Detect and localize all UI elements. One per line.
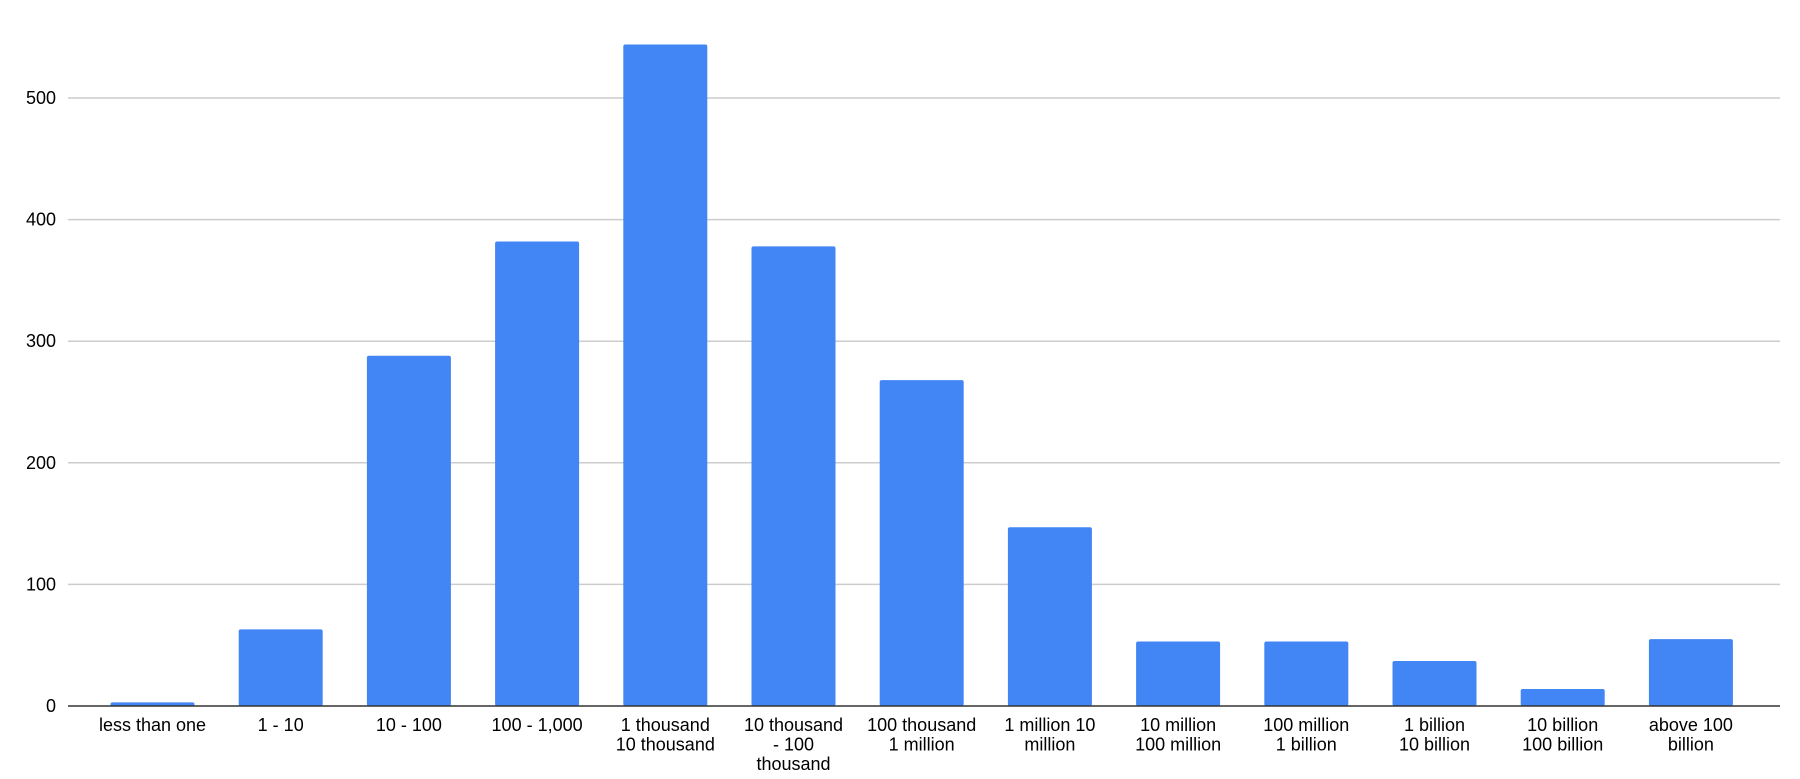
y-tick-label: 300 — [26, 331, 56, 351]
x-category-labels: less than one 1 - 10 10 - 100 100 - 1,000 1 … — [99, 715, 1733, 774]
x-category-label: 1 - 10 — [258, 715, 304, 735]
x-category-label-line: 10 billion — [1527, 715, 1598, 735]
bar-layer — [110, 44, 1733, 707]
y-tick-label: 0 — [46, 696, 56, 716]
bar — [1520, 688, 1605, 706]
x-category-label: 100 thousand 1 million — [867, 715, 976, 755]
y-tick-label: 200 — [26, 453, 56, 473]
x-category-label-line: 10 million — [1140, 715, 1216, 735]
x-category-label: 10 billion 100 billion — [1522, 715, 1603, 755]
x-category-label-line: 10 thousand — [744, 715, 843, 735]
x-category-label-line: above 100 — [1649, 715, 1733, 735]
y-tick-label: 400 — [26, 210, 56, 230]
x-category-label-line: 100 thousand — [867, 715, 976, 735]
grid-layer — [68, 97, 1780, 586]
x-category-label-line: million — [1024, 735, 1075, 755]
bar — [1136, 641, 1221, 706]
x-category-label-line: 100 - 1,000 — [492, 715, 583, 735]
y-tick-label: 500 — [26, 88, 56, 108]
bar — [751, 246, 836, 707]
bar — [1648, 639, 1733, 706]
x-category-label-line: 100 million — [1135, 735, 1221, 755]
x-category-label: 10 - 100 — [376, 715, 442, 735]
x-category-label-line: - 100 — [773, 735, 814, 755]
bar — [1392, 661, 1477, 706]
x-category-label-line: thousand — [756, 754, 830, 774]
x-category-label-line: less than one — [99, 715, 206, 735]
y-tick-labels: 0 100 200 300 400 500 — [26, 88, 56, 716]
x-category-label-line: 1 billion — [1276, 735, 1337, 755]
x-category-label-line: 1 million — [889, 735, 955, 755]
bar — [495, 241, 580, 706]
x-category-label: 100 million 1 billion — [1263, 715, 1349, 755]
x-category-label: 1 million 10 million — [1004, 715, 1095, 755]
x-category-label: 1 billion 10 billion — [1399, 715, 1470, 755]
x-category-label-line: 10 billion — [1399, 735, 1470, 755]
x-category-label: above 100 billion — [1649, 715, 1733, 755]
x-category-label-line: 10 thousand — [616, 735, 715, 755]
x-category-label: 10 thousand - 100 thousand — [744, 715, 843, 774]
bar — [238, 629, 323, 706]
x-category-label-line: 1 - 10 — [258, 715, 304, 735]
bar — [1264, 641, 1349, 706]
x-category-label: 100 - 1,000 — [492, 715, 583, 735]
x-category-label-line: 100 billion — [1522, 735, 1603, 755]
x-category-label: 1 thousand 10 thousand — [616, 715, 715, 755]
x-category-label-line: 100 million — [1263, 715, 1349, 735]
x-category-label-line: 1 million 10 — [1004, 715, 1095, 735]
bar — [623, 44, 708, 707]
x-category-label-line: 1 billion — [1404, 715, 1465, 735]
y-tick-label: 100 — [26, 574, 56, 594]
bar — [110, 702, 195, 706]
x-category-label-line: 1 thousand — [621, 715, 710, 735]
x-category-label-line: billion — [1668, 735, 1714, 755]
bar — [366, 355, 451, 706]
x-category-label: 10 million 100 million — [1135, 715, 1221, 755]
bar — [1007, 527, 1092, 706]
x-category-label-line: 10 - 100 — [376, 715, 442, 735]
x-category-label: less than one — [99, 715, 206, 735]
bar — [879, 380, 964, 706]
